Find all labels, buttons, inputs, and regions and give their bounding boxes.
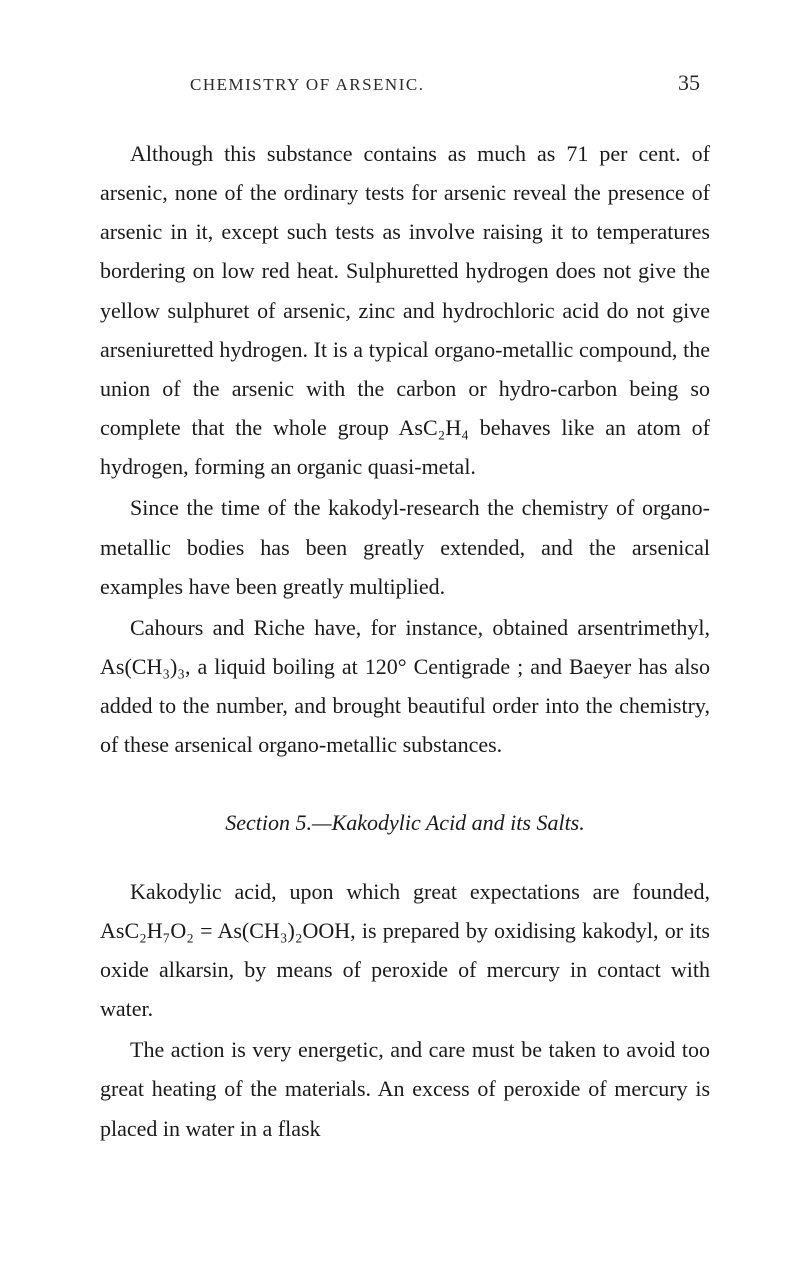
page-header: CHEMISTRY OF ARSENIC. 35 (100, 70, 710, 96)
paragraph-1: Although this substance contains as much… (100, 134, 710, 486)
paragraph-2: Since the time of the kakodyl-research t… (100, 488, 710, 605)
paragraph-4: Kakodylic acid, upon which great expecta… (100, 872, 710, 1029)
paragraph-5: The action is very energetic, and care m… (100, 1030, 710, 1147)
page-number: 35 (678, 70, 700, 96)
section-title-text: Section 5.—Kakodylic Acid and its Salts. (225, 810, 585, 835)
paragraph-3: Cahours and Riche have, for instance, ob… (100, 608, 710, 765)
chapter-title: CHEMISTRY OF ARSENIC. (190, 75, 424, 95)
section-title: Section 5.—Kakodylic Acid and its Salts. (100, 803, 710, 842)
body-content: Although this substance contains as much… (100, 134, 710, 1148)
